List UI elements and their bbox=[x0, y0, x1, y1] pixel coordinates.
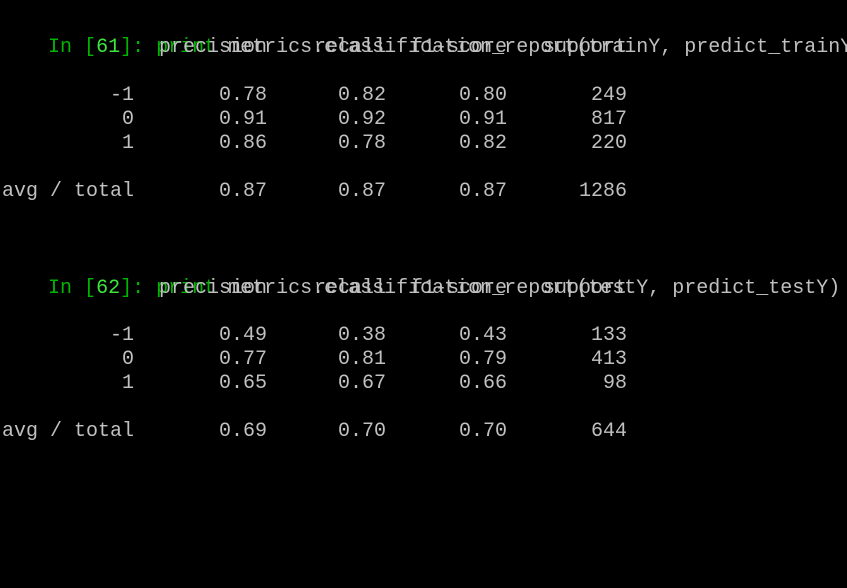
row-label: -1 bbox=[109, 324, 134, 347]
prompt-open-bracket: [ bbox=[84, 36, 97, 59]
input-line[interactable]: In [62]: print metrics.classification_re… bbox=[0, 253, 840, 300]
row-precision: 0.86 bbox=[218, 132, 267, 155]
row-f1: 0.80 bbox=[458, 84, 507, 107]
total-f1: 0.87 bbox=[458, 180, 507, 203]
total-precision: 0.69 bbox=[218, 420, 267, 443]
report-row: 0 0.77 0.81 0.79 413 bbox=[0, 348, 847, 372]
header-recall: recall bbox=[313, 277, 386, 300]
report-total-row: avg / total 0.69 0.70 0.70 644 bbox=[0, 420, 847, 444]
row-recall: 0.82 bbox=[337, 84, 386, 107]
row-f1: 0.79 bbox=[458, 348, 507, 371]
terminal-console[interactable]: In [61]: print metrics.classification_re… bbox=[0, 0, 847, 467]
header-precision: precision bbox=[158, 277, 267, 300]
prompt-in-label: In bbox=[48, 36, 73, 59]
row-support: 413 bbox=[590, 348, 627, 371]
total-support: 1286 bbox=[578, 180, 627, 203]
row-recall: 0.81 bbox=[337, 348, 386, 371]
row-support: 220 bbox=[590, 132, 627, 155]
header-support: support bbox=[542, 277, 627, 300]
row-precision: 0.65 bbox=[218, 372, 267, 395]
header-f1-score: f1-score bbox=[410, 36, 507, 59]
report-header-row: precision recall f1-score support bbox=[0, 36, 847, 60]
row-label: -1 bbox=[109, 84, 134, 107]
prompt-close-bracket: ]: bbox=[120, 277, 145, 300]
row-recall: 0.78 bbox=[337, 132, 386, 155]
print-keyword: print bbox=[156, 36, 217, 59]
header-support: support bbox=[542, 36, 627, 59]
total-label: avg / total bbox=[2, 180, 135, 203]
row-f1: 0.66 bbox=[458, 372, 507, 395]
row-recall: 0.38 bbox=[337, 324, 386, 347]
row-f1: 0.82 bbox=[458, 132, 507, 155]
prompt-in-label: In bbox=[48, 277, 73, 300]
row-precision: 0.78 bbox=[218, 84, 267, 107]
row-f1: 0.91 bbox=[458, 108, 507, 131]
row-support: 249 bbox=[590, 84, 627, 107]
total-recall: 0.87 bbox=[337, 180, 386, 203]
total-recall: 0.70 bbox=[337, 420, 386, 443]
row-label: 0 bbox=[121, 348, 134, 371]
row-precision: 0.91 bbox=[218, 108, 267, 131]
row-support: 98 bbox=[602, 372, 627, 395]
prompt-number: 61 bbox=[96, 36, 121, 59]
row-recall: 0.92 bbox=[337, 108, 386, 131]
code-text: metrics.classification_report(testY, pre… bbox=[228, 277, 841, 300]
row-support: 817 bbox=[590, 108, 627, 131]
report-row: 1 0.65 0.67 0.66 98 bbox=[0, 372, 847, 396]
report-total-row: avg / total 0.87 0.87 0.87 1286 bbox=[0, 180, 847, 204]
report-row: -1 0.78 0.82 0.80 249 bbox=[0, 84, 847, 108]
code-text: metrics.classification_report(trainY, pr… bbox=[228, 36, 847, 59]
print-keyword: print bbox=[156, 277, 217, 300]
row-precision: 0.77 bbox=[218, 348, 267, 371]
header-precision: precision bbox=[158, 36, 267, 59]
row-label: 1 bbox=[121, 132, 134, 155]
row-label: 1 bbox=[121, 372, 134, 395]
total-precision: 0.87 bbox=[218, 180, 267, 203]
input-line[interactable]: In [61]: print metrics.classification_re… bbox=[0, 12, 847, 59]
report-row: 1 0.86 0.78 0.82 220 bbox=[0, 132, 847, 156]
total-label: avg / total bbox=[2, 420, 135, 443]
header-f1-score: f1-score bbox=[410, 277, 507, 300]
total-f1: 0.70 bbox=[458, 420, 507, 443]
prompt-close-bracket: ]: bbox=[120, 36, 145, 59]
report-row: -1 0.49 0.38 0.43 133 bbox=[0, 324, 847, 348]
row-precision: 0.49 bbox=[218, 324, 267, 347]
prompt-number: 62 bbox=[96, 277, 121, 300]
report-row: 0 0.91 0.92 0.91 817 bbox=[0, 108, 847, 132]
row-f1: 0.43 bbox=[458, 324, 507, 347]
row-recall: 0.67 bbox=[337, 372, 386, 395]
report-header-row: precision recall f1-score support bbox=[0, 277, 847, 301]
header-recall: recall bbox=[313, 36, 386, 59]
row-label: 0 bbox=[121, 108, 134, 131]
row-support: 133 bbox=[590, 324, 627, 347]
prompt-open-bracket: [ bbox=[84, 277, 97, 300]
total-support: 644 bbox=[590, 420, 627, 443]
